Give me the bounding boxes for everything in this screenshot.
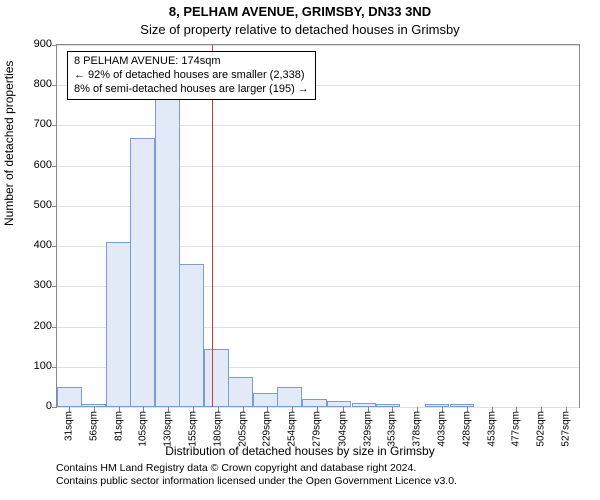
histogram-bar: [277, 387, 302, 407]
xtick-label: 353sqm: [386, 407, 397, 447]
ytick-mark: [52, 125, 57, 126]
ytick-mark: [52, 85, 57, 86]
ytick-label: 800: [34, 78, 52, 90]
footer-line-2: Contains public sector information licen…: [56, 475, 457, 488]
xtick-label: 205sqm: [238, 407, 249, 447]
ytick-label: 200: [34, 320, 52, 332]
annotation-line-3: 8% of semi-detached houses are larger (1…: [74, 83, 309, 97]
ytick-label: 400: [34, 239, 52, 251]
xtick-label: 502sqm: [535, 407, 546, 447]
title-main: 8, PELHAM AVENUE, GRIMSBY, DN33 3ND: [0, 4, 600, 19]
histogram-bar: [106, 242, 131, 407]
xtick-label: 329sqm: [362, 407, 373, 447]
ytick-label: 300: [34, 279, 52, 291]
ytick-mark: [52, 45, 57, 46]
xtick-label: 155sqm: [188, 407, 199, 447]
xtick-label: 130sqm: [163, 407, 174, 447]
xtick-label: 403sqm: [436, 407, 447, 447]
annotation-box: 8 PELHAM AVENUE: 174sqm ← 92% of detache…: [67, 51, 316, 100]
histogram-bar: [130, 138, 155, 407]
ytick-label: 100: [34, 360, 52, 372]
ytick-mark: [52, 206, 57, 207]
histogram-bar: [155, 95, 180, 407]
xtick-label: 453sqm: [486, 407, 497, 447]
gridline: [57, 45, 579, 46]
xtick-label: 477sqm: [510, 407, 521, 447]
xtick-label: 254sqm: [287, 407, 298, 447]
xtick-label: 56sqm: [89, 407, 100, 441]
histogram-bar: [253, 393, 278, 407]
footer-line-1: Contains HM Land Registry data © Crown c…: [56, 462, 457, 475]
x-axis-label: Distribution of detached houses by size …: [0, 444, 600, 458]
histogram-bar: [179, 264, 204, 407]
xtick-label: 378sqm: [411, 407, 422, 447]
ytick-mark: [52, 246, 57, 247]
histogram-plot: 8 PELHAM AVENUE: 174sqm ← 92% of detache…: [56, 44, 580, 408]
gridline: [57, 125, 579, 126]
xtick-label: 279sqm: [312, 407, 323, 447]
histogram-bar: [204, 349, 229, 407]
xtick-label: 81sqm: [114, 407, 125, 441]
xtick-label: 428sqm: [461, 407, 472, 447]
histogram-bar: [228, 377, 253, 407]
ytick-mark: [52, 327, 57, 328]
histogram-bar: [302, 399, 327, 407]
xtick-label: 31sqm: [64, 407, 75, 441]
xtick-label: 304sqm: [337, 407, 348, 447]
ytick-label: 900: [34, 38, 52, 50]
ytick-label: 0: [46, 400, 52, 412]
y-axis-label: Number of detached properties: [2, 61, 16, 226]
ytick-label: 500: [34, 199, 52, 211]
ytick-mark: [52, 166, 57, 167]
ytick-mark: [52, 407, 57, 408]
ytick-mark: [52, 367, 57, 368]
xtick-label: 105sqm: [138, 407, 149, 447]
histogram-bar: [57, 387, 82, 407]
xtick-label: 527sqm: [560, 407, 571, 447]
title-sub: Size of property relative to detached ho…: [0, 22, 600, 37]
ytick-label: 700: [34, 118, 52, 130]
annotation-line-1: 8 PELHAM AVENUE: 174sqm: [74, 55, 309, 69]
ytick-mark: [52, 286, 57, 287]
xtick-label: 180sqm: [213, 407, 224, 447]
xtick-label: 229sqm: [262, 407, 273, 447]
footer-attribution: Contains HM Land Registry data © Crown c…: [56, 462, 457, 488]
ytick-label: 600: [34, 159, 52, 171]
annotation-line-2: ← 92% of detached houses are smaller (2,…: [74, 69, 309, 83]
